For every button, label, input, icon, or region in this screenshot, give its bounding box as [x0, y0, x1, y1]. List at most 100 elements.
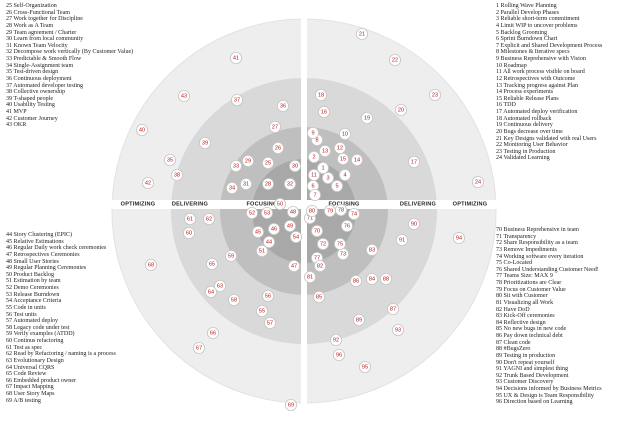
practice-marker-49: 49 — [283, 219, 296, 232]
marker-number: 67 — [196, 345, 202, 351]
marker-circle — [428, 89, 441, 102]
legend-item: 92 Trunk Based Development — [496, 372, 569, 379]
marker-circle — [303, 270, 316, 283]
practice-marker-62: 62 — [202, 212, 215, 225]
marker-circle — [204, 285, 217, 298]
marker-circle — [170, 168, 183, 181]
legend-item: 54 Acceptance Criteria — [6, 298, 62, 305]
legend-item: 80 Sit with Customer — [496, 293, 548, 300]
legend-item: 74 Working software every iteration — [496, 253, 584, 260]
legend-item: 25 Self-Organization — [6, 3, 57, 9]
practice-marker-67: 67 — [192, 341, 205, 354]
legend-item: 72 Share Responsibility as a team — [496, 240, 578, 247]
marker-number: 74 — [351, 211, 357, 217]
legend-item: 76 Shared Understanding Customer Need! — [496, 266, 599, 273]
legend-item: 77 Teams Size: MAX 9 — [496, 273, 553, 280]
practice-marker-15: 15 — [336, 152, 349, 165]
marker-circle — [333, 141, 346, 154]
marker-number: 22 — [392, 57, 398, 63]
marker-number: 79 — [327, 208, 333, 214]
legend-item: 41 MVP — [6, 109, 27, 115]
marker-circle — [192, 341, 205, 354]
marker-circle — [318, 144, 331, 157]
legend-item: 50 Product Backlog — [6, 271, 55, 278]
marker-circle — [241, 154, 254, 167]
marker-circle — [205, 257, 218, 270]
legend-item: 7 Explicit and Shared Development Proces… — [496, 42, 603, 49]
practice-marker-94: 94 — [452, 231, 465, 244]
practice-marker-60: 60 — [182, 226, 195, 239]
legend-item: 75 Co-Located — [496, 260, 533, 267]
marker-number: 87 — [390, 306, 396, 312]
marker-number: 15 — [340, 156, 346, 162]
marker-number: 25 — [265, 160, 271, 166]
marker-circle — [307, 150, 320, 163]
practice-marker-40: 40 — [135, 124, 148, 137]
marker-circle — [340, 219, 353, 232]
legend-item: 86 Pay down technical debt — [496, 333, 563, 339]
legend-item: 95 UX & Design is Team Responsibility — [496, 392, 594, 399]
marker-circle — [395, 233, 408, 246]
legend-item: 26 Cross-Functional Team — [6, 9, 70, 16]
marker-circle — [245, 206, 258, 219]
marker-number: 42 — [145, 180, 151, 186]
marker-number: 70 — [314, 228, 320, 234]
marker-number: 47 — [291, 263, 297, 269]
practice-marker-13: 13 — [318, 144, 331, 157]
marker-circle — [229, 159, 242, 172]
marker-circle — [287, 259, 300, 272]
marker-number: 2 — [312, 154, 315, 160]
marker-number: 38 — [174, 172, 180, 178]
practice-marker-75: 75 — [333, 237, 346, 250]
marker-circle — [239, 177, 252, 190]
marker-number: 29 — [245, 158, 251, 164]
marker-circle — [255, 244, 268, 257]
marker-circle — [268, 121, 281, 134]
marker-number: 64 — [208, 289, 214, 295]
marker-circle — [263, 316, 276, 329]
practice-marker-93: 93 — [391, 323, 404, 336]
marker-circle — [267, 222, 280, 235]
practice-marker-41: 41 — [229, 52, 242, 65]
legend-item: 17 Automated deploy verification — [496, 109, 578, 115]
marker-circle — [338, 127, 351, 140]
marker-number: 50 — [277, 201, 283, 207]
practice-marker-19: 19 — [360, 112, 373, 125]
marker-circle — [306, 127, 319, 140]
legend-item: 45 Relative Estimations — [6, 238, 64, 245]
marker-circle — [144, 258, 157, 271]
marker-number: 44 — [266, 239, 272, 245]
marker-circle — [251, 225, 264, 238]
legend-item: 8 Milestones & Iterative specs — [496, 49, 570, 56]
legend-item: 58 Legacy code under test — [6, 324, 70, 331]
marker-circle — [183, 212, 196, 225]
practice-marker-28: 28 — [261, 177, 274, 190]
legend-item: 91 YAGNI and simplest thing — [496, 366, 568, 373]
practice-marker-96: 96 — [332, 348, 345, 361]
practice-marker-91: 91 — [395, 233, 408, 246]
practice-marker-79: 79 — [323, 204, 336, 217]
marker-circle — [288, 159, 301, 172]
marker-number: 71 — [307, 215, 313, 221]
marker-number: 89 — [356, 317, 362, 323]
legend-item: 59 Verify examples (ATDD) — [6, 331, 75, 338]
marker-circle — [347, 207, 360, 220]
legend-item: 27 Work together for Discipline — [6, 16, 83, 23]
practice-marker-23: 23 — [428, 89, 441, 102]
legend-item: 22 Monitoring User Behavior — [496, 142, 568, 149]
marker-number: 14 — [354, 157, 360, 163]
marker-circle — [323, 204, 336, 217]
marker-number: 90 — [411, 221, 417, 227]
marker-circle — [271, 141, 284, 154]
practice-marker-59: 59 — [224, 249, 237, 262]
legend-item: 82 Have DoD — [496, 306, 530, 313]
marker-number: 93 — [395, 327, 401, 333]
marker-number: 54 — [293, 234, 299, 240]
practice-marker-11: 11 — [307, 168, 320, 181]
marker-circle — [394, 104, 407, 117]
marker-circle — [352, 313, 365, 326]
practice-marker-80: 80 — [305, 204, 318, 217]
practice-marker-37: 37 — [230, 94, 243, 107]
marker-number: 58 — [231, 297, 237, 303]
